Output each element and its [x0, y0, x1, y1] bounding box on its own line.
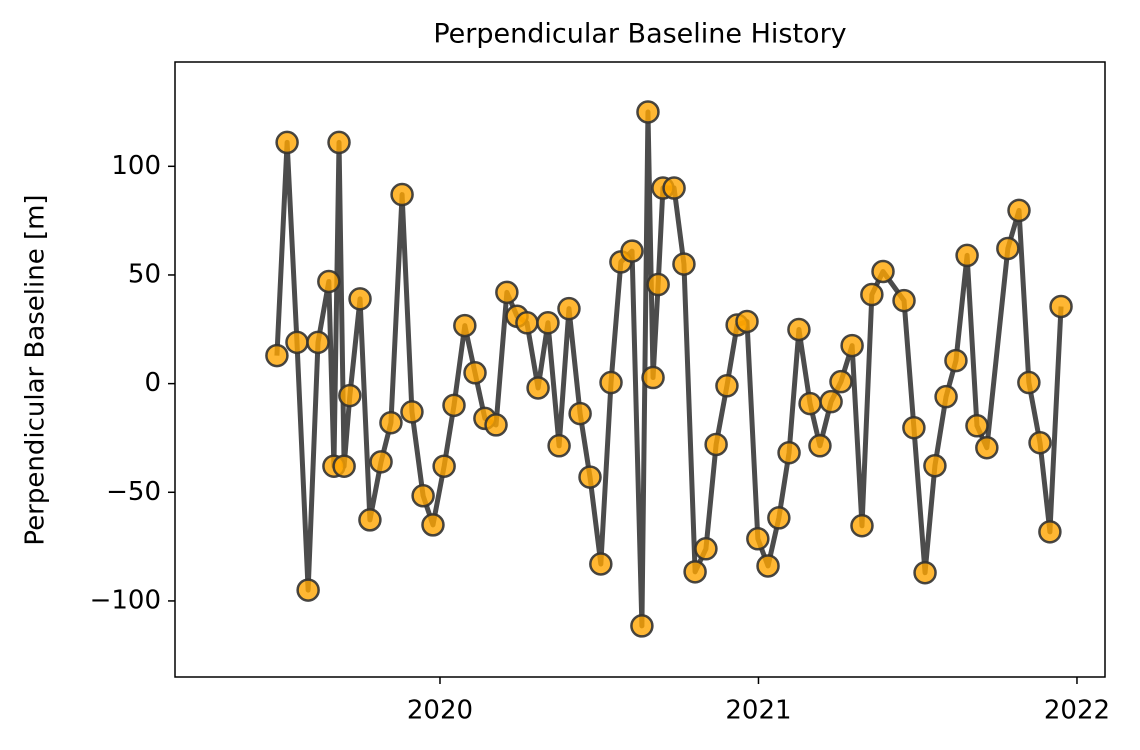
marker [923, 454, 947, 478]
marker [453, 313, 477, 338]
marker [275, 130, 299, 155]
marker [871, 259, 895, 284]
marker [379, 410, 403, 435]
marker [348, 287, 372, 311]
marker [944, 348, 968, 373]
marker [442, 393, 466, 418]
x-tick-label: 2021 [725, 696, 791, 726]
marker [589, 552, 613, 576]
marker [1017, 370, 1041, 395]
marker [1007, 198, 1031, 223]
marker [390, 182, 414, 207]
marker [808, 434, 832, 458]
marker [996, 236, 1020, 261]
marker [536, 311, 560, 335]
marker [568, 401, 592, 426]
marker [646, 272, 670, 297]
y-tick-label: 100 [111, 151, 161, 181]
plot-frame [174, 61, 1106, 678]
marker [787, 317, 811, 342]
marker [798, 391, 822, 416]
marker [1028, 430, 1052, 455]
marker [955, 243, 979, 268]
marker [285, 330, 309, 355]
marker [296, 578, 320, 602]
marker [913, 560, 937, 585]
marker [306, 330, 330, 355]
marker [965, 414, 989, 438]
x-tick-label: 2020 [407, 696, 473, 726]
y-tick-label: −50 [106, 477, 161, 507]
chart-title: Perpendicular Baseline History [433, 19, 846, 50]
marker [630, 614, 654, 638]
marker [332, 454, 356, 478]
marker [400, 400, 424, 424]
marker [746, 527, 770, 551]
y-tick-label: −100 [90, 585, 161, 615]
marker [672, 252, 696, 276]
y-axis-label: Perpendicular Baseline [m] [21, 194, 51, 545]
marker [327, 130, 351, 155]
marker [557, 296, 581, 321]
marker [819, 389, 843, 414]
marker [735, 309, 759, 334]
marker [934, 384, 958, 409]
marker [495, 280, 519, 305]
marker [411, 484, 435, 508]
marker [1049, 294, 1073, 319]
marker [620, 239, 644, 263]
marker [715, 374, 739, 398]
x-tick-label: 2022 [1044, 696, 1110, 726]
marker [636, 100, 660, 124]
marker [526, 376, 550, 400]
marker [1038, 520, 1062, 544]
y-tick-label: 50 [128, 259, 161, 289]
marker [975, 435, 999, 460]
marker [338, 383, 362, 408]
marker [358, 508, 382, 532]
marker [704, 432, 728, 457]
y-tick-label: 0 [144, 368, 161, 398]
marker [547, 434, 571, 458]
marker [432, 454, 456, 478]
marker [694, 537, 718, 561]
marker [599, 370, 623, 395]
marker [777, 440, 801, 465]
marker [578, 465, 602, 489]
marker [767, 506, 791, 530]
marker [829, 369, 853, 394]
marker [421, 513, 445, 537]
marker [265, 343, 289, 368]
marker [515, 311, 539, 335]
marker [840, 333, 864, 358]
marker [902, 415, 926, 440]
marker [662, 176, 686, 200]
marker [892, 288, 916, 313]
marker [641, 365, 665, 390]
marker [463, 361, 487, 385]
marker [850, 513, 874, 538]
marker [317, 269, 341, 294]
marker [860, 282, 884, 307]
marker [756, 554, 780, 578]
marker [369, 450, 393, 474]
marker [683, 560, 707, 584]
marker [484, 413, 508, 437]
